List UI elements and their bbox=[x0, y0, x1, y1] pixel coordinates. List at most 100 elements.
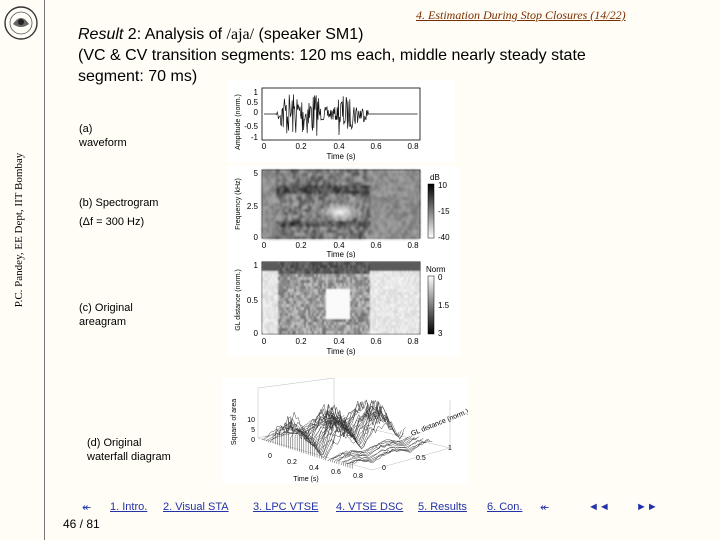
spectrogram-cell bbox=[298, 212, 300, 215]
spectrogram-cell bbox=[326, 200, 328, 203]
spectrogram-cell bbox=[382, 224, 384, 227]
spectrogram-cell bbox=[376, 188, 378, 191]
section-link[interactable]: 4. Estimation During Stop Closures (14/2… bbox=[416, 8, 626, 22]
areagram-xtick: 0.4 bbox=[333, 337, 345, 346]
spectrogram-cell bbox=[334, 233, 336, 236]
spectrogram-cell bbox=[330, 191, 332, 194]
areagram-cell bbox=[288, 274, 290, 277]
spectrogram-cell bbox=[412, 179, 414, 182]
areagram-cell bbox=[374, 331, 376, 334]
areagram-cell bbox=[388, 274, 390, 277]
nav-link-con[interactable]: 6. Con. bbox=[487, 501, 523, 513]
spectrogram-cell bbox=[406, 200, 408, 203]
areagram-cell bbox=[358, 280, 360, 283]
spectrogram-cell bbox=[382, 215, 384, 218]
spectrogram-cell bbox=[330, 221, 332, 224]
nav-link-visual-sta[interactable]: 2. Visual STA bbox=[163, 501, 229, 513]
areagram-cell bbox=[342, 268, 344, 271]
spectrogram-cell bbox=[378, 212, 380, 215]
nav-back-button[interactable]: ◄◄ bbox=[588, 501, 610, 513]
areagram-cell bbox=[298, 292, 300, 295]
areagram-cell bbox=[306, 280, 308, 283]
nav-prev-button[interactable]: ↞ bbox=[82, 502, 92, 514]
areagram-cell bbox=[384, 280, 386, 283]
spectrogram-cell bbox=[402, 236, 404, 239]
areagram-cell bbox=[378, 298, 380, 301]
areagram-cell bbox=[318, 262, 320, 265]
spectrogram-cell bbox=[316, 206, 318, 209]
areagram-cell bbox=[322, 304, 324, 307]
areagram-cell bbox=[404, 307, 406, 310]
areagram-cell bbox=[378, 274, 380, 277]
spectrogram-cell bbox=[388, 173, 390, 176]
spectrogram-cell bbox=[316, 170, 318, 173]
areagram-cell bbox=[278, 268, 280, 271]
nav-link-results[interactable]: 5. Results bbox=[418, 501, 467, 513]
spectrogram-cell bbox=[410, 206, 412, 209]
nav-link-intro[interactable]: 1. Intro. bbox=[110, 501, 148, 513]
nav-forward-button[interactable]: ►► bbox=[636, 501, 658, 513]
areagram-cell bbox=[394, 307, 396, 310]
spectrogram-cell bbox=[270, 194, 272, 197]
areagram-cell bbox=[284, 313, 286, 316]
areagram-cell bbox=[340, 319, 342, 322]
spectrogram-cell bbox=[346, 197, 348, 200]
spectrogram-colorbar bbox=[427, 183, 435, 239]
spectrogram-cell bbox=[416, 194, 418, 197]
areagram-cell bbox=[288, 277, 290, 280]
areagram-cell bbox=[322, 325, 324, 328]
areagram-cell bbox=[372, 298, 374, 301]
areagram-cell bbox=[270, 265, 272, 268]
spectrogram-cell bbox=[332, 230, 334, 233]
spectrogram-cell bbox=[398, 188, 400, 191]
label-areagram: (c) Original areagram bbox=[79, 301, 133, 329]
spectrogram-cell bbox=[328, 170, 330, 173]
areagram-cell bbox=[350, 262, 352, 265]
spectrogram-cell bbox=[322, 200, 324, 203]
areagram-cell bbox=[368, 268, 370, 271]
areagram-cell bbox=[404, 325, 406, 328]
areagram-cell bbox=[344, 268, 346, 271]
spectrogram-cell bbox=[338, 200, 340, 203]
areagram-cell bbox=[362, 280, 364, 283]
spectrogram-cell bbox=[404, 176, 406, 179]
spectrogram-cell bbox=[296, 221, 298, 224]
areagram-cell bbox=[346, 325, 348, 328]
spectrogram-cell bbox=[310, 185, 312, 188]
spectrogram-cell bbox=[374, 233, 376, 236]
spectrogram-cell bbox=[374, 170, 376, 173]
areagram-cell bbox=[296, 280, 298, 283]
areagram-cell bbox=[402, 313, 404, 316]
spectrogram-cell bbox=[376, 194, 378, 197]
spectrogram-cell bbox=[414, 227, 416, 230]
areagram-cell bbox=[372, 283, 374, 286]
areagram-cell bbox=[376, 298, 378, 301]
areagram-cell bbox=[396, 316, 398, 319]
areagram-cell bbox=[390, 280, 392, 283]
spectrogram-cell bbox=[374, 221, 376, 224]
spectrogram-cell bbox=[380, 218, 382, 221]
spectrogram-cell bbox=[358, 233, 360, 236]
areagram-cell bbox=[362, 310, 364, 313]
spectrogram-cell bbox=[292, 197, 294, 200]
areagram-cell bbox=[378, 283, 380, 286]
spectrogram-cell bbox=[356, 233, 358, 236]
areagram-cell bbox=[378, 280, 380, 283]
nav-next-section-button[interactable]: ↞ bbox=[540, 502, 550, 514]
spectrogram-cell bbox=[388, 212, 390, 215]
spectrogram-cell bbox=[280, 179, 282, 182]
spectrogram-cell bbox=[374, 203, 376, 206]
areagram-cell bbox=[338, 319, 340, 322]
spectrogram-cell bbox=[374, 200, 376, 203]
areagram-cell bbox=[378, 301, 380, 304]
nav-link-vtse-dsc[interactable]: 4. VTSE DSC bbox=[336, 501, 404, 513]
spectrogram-cell bbox=[344, 233, 346, 236]
areagram-cell bbox=[322, 271, 324, 274]
areagram-cell bbox=[384, 328, 386, 331]
areagram-cell bbox=[316, 286, 318, 289]
areagram-cell bbox=[334, 280, 336, 283]
areagram-cell bbox=[292, 310, 294, 313]
spectrogram-cell bbox=[350, 185, 352, 188]
areagram-cell bbox=[308, 325, 310, 328]
nav-link-lpc-vtse[interactable]: 3. LPC VTSE bbox=[253, 501, 319, 513]
